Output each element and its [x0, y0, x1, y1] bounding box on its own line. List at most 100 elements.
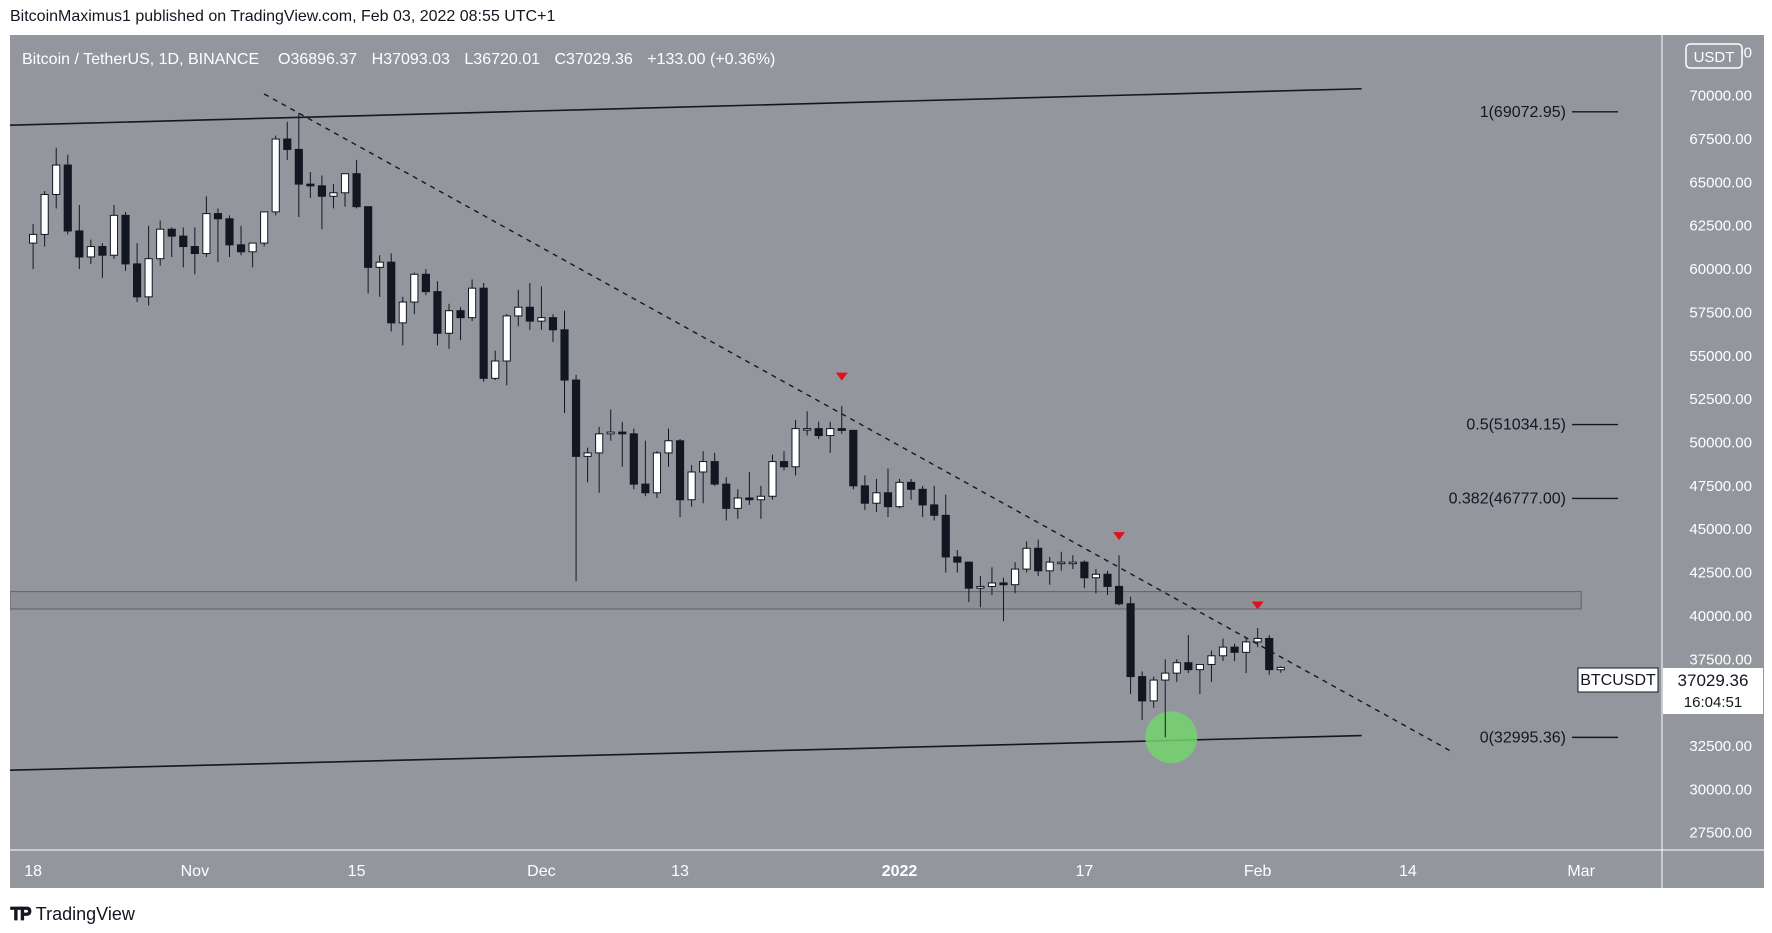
candle-body	[1080, 561, 1089, 579]
tradingview-brand[interactable]: 𝐓𝐏 TradingView	[10, 904, 135, 925]
candle	[548, 314, 558, 342]
open-value: 36896.37	[290, 51, 357, 68]
candle	[1010, 562, 1020, 594]
candle-body	[1022, 547, 1031, 570]
candle	[1230, 643, 1239, 661]
candle	[675, 439, 685, 518]
candle	[410, 272, 419, 315]
rejection-marker	[1251, 601, 1264, 610]
candle-body	[398, 301, 407, 324]
candle-body	[652, 452, 662, 494]
candle	[1149, 676, 1158, 708]
currency-label: USDT	[1694, 49, 1735, 66]
candle	[109, 204, 119, 259]
candle-body	[202, 213, 211, 254]
candle	[1103, 570, 1112, 596]
candle	[132, 243, 142, 303]
candle-body	[883, 492, 893, 508]
candle	[433, 281, 442, 346]
candle	[560, 310, 569, 414]
candle-body	[1010, 568, 1020, 586]
time-tick-label: 13	[671, 863, 689, 880]
candle-body	[271, 138, 280, 213]
candle-body	[1149, 679, 1158, 702]
candle-body	[340, 173, 350, 194]
price-axis[interactable]	[1662, 35, 1764, 850]
price-tick-label: 67500.00	[1689, 131, 1752, 148]
price-tick-label: 45000.00	[1689, 521, 1752, 538]
last-price-box	[1663, 668, 1763, 714]
candle	[352, 159, 361, 209]
candle-body	[144, 258, 153, 298]
candle-body	[733, 497, 742, 509]
candle-body	[1138, 676, 1147, 702]
candle	[387, 253, 396, 332]
time-axis[interactable]	[10, 850, 1662, 888]
candle-body	[213, 213, 223, 220]
candle	[1057, 551, 1066, 571]
candle-body	[410, 273, 419, 303]
time-tick-label: 14	[1399, 863, 1417, 880]
last-price-value: 37029.36	[1678, 671, 1749, 690]
candle-body	[491, 360, 500, 379]
candle	[629, 428, 638, 490]
candle	[860, 475, 869, 511]
low-value: 36720.01	[473, 51, 540, 68]
candle	[456, 307, 465, 341]
candle	[329, 184, 338, 209]
candle	[745, 471, 754, 505]
candle	[1126, 596, 1135, 694]
candle	[156, 220, 165, 266]
candle-body	[329, 192, 338, 197]
price-tick-label: 62500.00	[1689, 218, 1752, 235]
candle-body	[387, 261, 396, 324]
axis-corner	[1662, 850, 1764, 888]
candle	[213, 208, 223, 263]
candle-body	[768, 461, 777, 497]
candle	[283, 121, 292, 160]
candle-body	[999, 582, 1008, 586]
candle	[930, 485, 939, 521]
change-value: +133.00 (+0.36%)	[647, 51, 775, 68]
time-tick-label: Feb	[1244, 863, 1272, 880]
candle	[699, 451, 708, 504]
price-tick-label: 30000.00	[1689, 781, 1752, 798]
candle	[1068, 555, 1077, 570]
candle	[40, 191, 49, 247]
candle	[999, 577, 1008, 622]
candle-body	[86, 246, 95, 258]
candle-body	[444, 310, 454, 334]
candle	[525, 282, 534, 330]
candle-body	[294, 148, 303, 185]
candle-body	[560, 329, 569, 381]
candle	[768, 454, 777, 500]
bar-countdown: 16:04:51	[1684, 694, 1742, 711]
candle	[502, 314, 511, 386]
close-label: C	[554, 51, 566, 68]
candle-body	[699, 461, 708, 473]
candle-body	[225, 218, 234, 246]
candle	[618, 421, 627, 467]
candle	[664, 428, 673, 467]
rejection-marker	[1113, 532, 1126, 541]
candle-body	[803, 428, 812, 431]
tradingview-logo-icon: 𝐓𝐏	[10, 904, 32, 924]
candle-body	[156, 228, 165, 260]
chart-plot-area[interactable]	[10, 35, 1662, 850]
candle-body	[236, 244, 246, 253]
candle	[537, 286, 546, 330]
candle-body	[121, 214, 130, 265]
candle	[98, 243, 107, 278]
fib-level-label: 0.5(51034.15)	[1466, 417, 1566, 434]
last-price-marker: BTCUSDT 37029.36 16:04:51	[1577, 667, 1763, 714]
candle-body	[537, 317, 546, 322]
plot-layer: 1(69072.95) 0.5(51034.15) 0.382(46777.00) 0…	[10, 87, 1618, 772]
currency-badge[interactable]: USDT	[1685, 43, 1743, 69]
low-label: L	[464, 51, 473, 68]
candle	[1207, 650, 1216, 682]
candle-body	[860, 485, 869, 504]
candle	[733, 489, 742, 519]
candle	[1195, 663, 1204, 694]
candle-body	[629, 433, 638, 485]
